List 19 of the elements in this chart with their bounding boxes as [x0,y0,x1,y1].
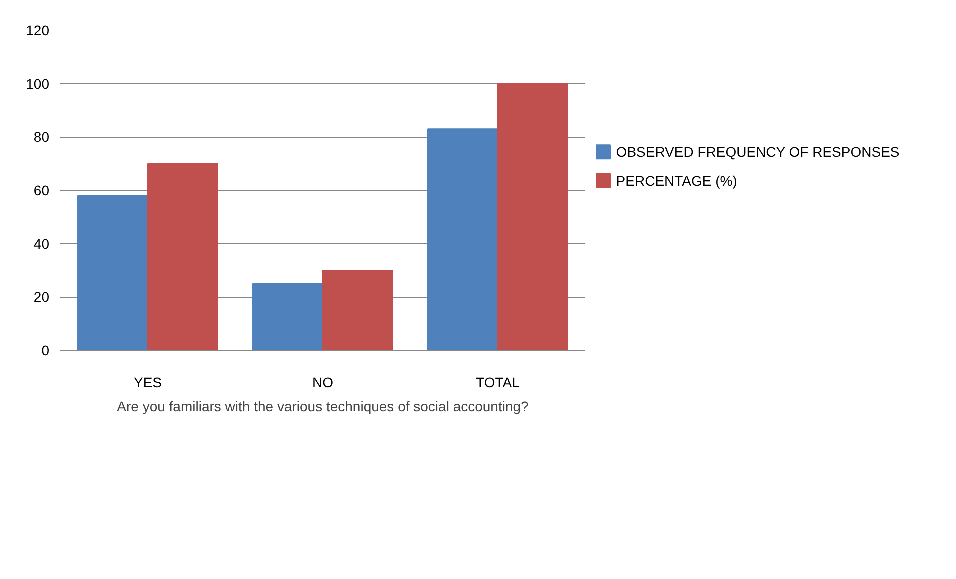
x-tick-label: YES [134,374,162,390]
y-tick-label: 100 [26,76,50,92]
x-axis-title: Are you familiars with the various techniques of social accounting? [117,398,530,414]
y-tick-label: 20 [34,289,50,306]
bar [78,195,148,350]
legend-label: PERCENTAGE (%) [616,172,738,189]
bar [148,163,218,350]
y-tick-label: 60 [34,182,50,198]
y-tick-label: 0 [42,342,50,358]
bar [428,128,498,350]
x-tick-label: TOTAL [476,374,520,390]
bar [498,83,568,350]
y-tick-label: 120 [26,22,50,38]
x-tick-label: NO [312,374,334,390]
y-tick-label: 40 [34,236,50,252]
bar [322,270,394,350]
bar [252,283,324,350]
y-tick-label: 80 [34,129,50,146]
legend-label: OBSERVED FREQUENCY OF RESPONSES [616,144,900,160]
